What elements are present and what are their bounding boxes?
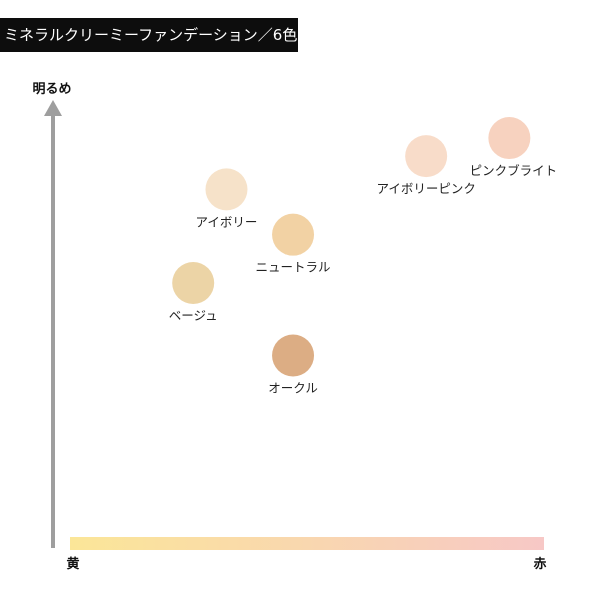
swatch-circle — [172, 262, 215, 304]
swatch-point: ベージュ — [169, 262, 218, 323]
x-axis-start-label: 黄 — [66, 556, 79, 572]
y-axis-arrowhead — [44, 100, 62, 116]
x-axis-end-label: 赤 — [533, 556, 546, 572]
y-axis-label: 明るめ — [32, 82, 71, 97]
chart-title: ミネラルクリーミーファンデーション／6色 — [0, 18, 298, 52]
swatch-circle — [405, 135, 448, 178]
swatch-point: オークル — [268, 334, 318, 395]
swatch-circle — [205, 168, 248, 211]
swatch-label: ニュートラル — [256, 260, 331, 275]
swatch-label: ベージュ — [169, 308, 218, 323]
swatch-circle — [488, 117, 531, 160]
swatch-circle — [272, 334, 315, 377]
swatch-label: アイボリー — [196, 214, 258, 229]
swatch-point: アイボリーピンク — [376, 135, 476, 196]
swatch-label: アイボリーピンク — [376, 181, 475, 196]
swatch-label: オークル — [268, 380, 318, 395]
swatch-circle — [272, 213, 315, 256]
swatch-point: ピンクブライト — [470, 117, 558, 178]
swatch-point: アイボリー — [196, 168, 258, 229]
swatch-label: ピンクブライト — [470, 163, 558, 178]
swatch-point: ニュートラル — [256, 213, 331, 275]
x-axis-gradient-bar — [70, 537, 544, 550]
